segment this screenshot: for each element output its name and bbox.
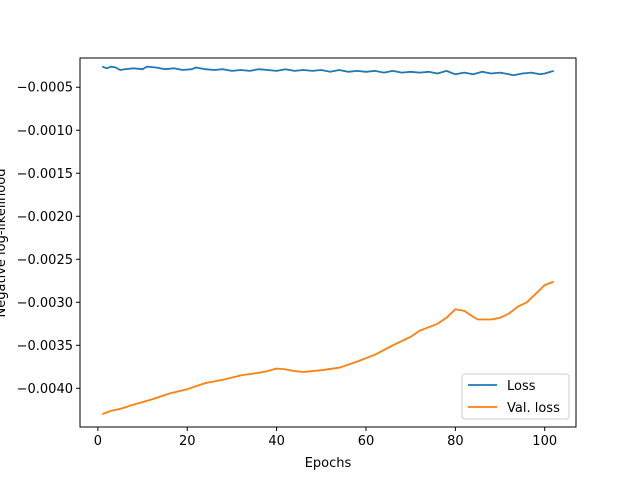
y-tick-label: −0.0035 <box>17 339 73 354</box>
legend-label-val-loss: Val. loss <box>507 401 560 416</box>
x-axis-label: Epochs <box>305 456 352 471</box>
y-tick-label: −0.0010 <box>17 124 73 139</box>
x-tick-label: 60 <box>358 434 375 449</box>
x-tick-label: 80 <box>447 434 464 449</box>
plot-area <box>79 57 577 428</box>
y-tick-label: −0.0015 <box>17 167 73 182</box>
x-tick-label: 40 <box>268 434 285 449</box>
y-tick-label: −0.0005 <box>17 81 73 96</box>
axes-frame <box>79 57 577 428</box>
legend-label-loss: Loss <box>507 379 536 394</box>
y-axis-label: Negative log-likelihood <box>0 169 9 318</box>
y-tick-label: −0.0020 <box>17 210 73 225</box>
x-axis-ticks: 0 20 40 60 80 100 <box>94 427 557 449</box>
x-tick-label: 20 <box>179 434 196 449</box>
x-tick-label: 100 <box>532 434 557 449</box>
series-line-loss <box>101 65 554 77</box>
y-tick-label: −0.0030 <box>17 296 73 311</box>
y-tick-label: −0.0040 <box>17 382 73 397</box>
x-tick-label: 0 <box>94 434 102 449</box>
legend: Loss Val. loss <box>461 373 570 420</box>
series-layer <box>101 65 555 415</box>
y-tick-label: −0.0025 <box>17 253 73 268</box>
y-axis-ticks: −0.0040 −0.0035 −0.0030 −0.0025 −0.0020 −0.00… <box>17 81 80 397</box>
series-line-val-loss <box>101 280 555 415</box>
